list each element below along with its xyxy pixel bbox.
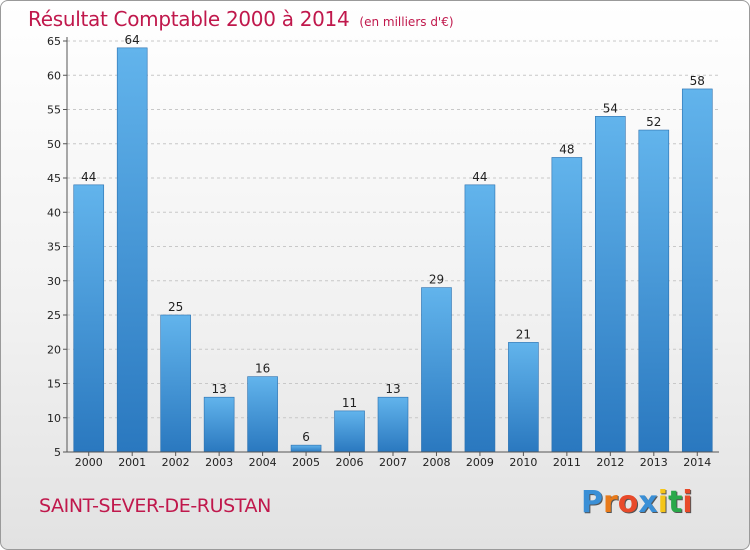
logo-letter: t [668, 485, 683, 520]
bar [551, 157, 583, 453]
town-name: SAINT-SEVER-DE-RUSTAN [39, 495, 271, 517]
y-tick-label: 60 [47, 69, 61, 82]
bar [290, 444, 322, 453]
bar [160, 314, 191, 453]
bar-value-label: 6 [302, 430, 310, 444]
label-layer: 44 64 25 13 16 6 11 13 29 44 21 48 54 52 58 [81, 33, 705, 444]
y-tick-label: 35 [47, 241, 61, 254]
x-tick-label: 2013 [640, 456, 668, 469]
bar-value-label: 54 [603, 101, 618, 115]
axis-layer: 5 10 15 20 25 30 35 40 45 50 55 60 65 2000 2001 2002 200… [47, 35, 719, 469]
chart-title: Résultat Comptable 2000 à 2014 (en millie… [28, 7, 454, 31]
chart-title-text: Résultat Comptable 2000 à 2014 [28, 7, 350, 31]
x-tick-label: 2008 [422, 456, 450, 469]
y-tick-label: 50 [47, 138, 61, 151]
y-tick-label: 20 [47, 343, 61, 356]
bar-value-label: 21 [516, 327, 531, 341]
bar-value-label: 64 [125, 33, 140, 47]
x-tick-label: 2000 [75, 456, 103, 469]
y-tick-label: 30 [47, 275, 61, 288]
bar [595, 116, 626, 453]
x-tick-label: 2002 [162, 456, 190, 469]
proxiti-logo: Proxiti [581, 485, 693, 520]
bar-layer [73, 47, 713, 453]
y-tick-label: 15 [47, 378, 61, 391]
bar [73, 184, 105, 453]
bar [203, 396, 235, 453]
logo-letter: o [617, 485, 639, 520]
bar [508, 342, 539, 453]
logo-letter: r [603, 485, 618, 520]
bar [681, 88, 713, 453]
x-tick-label: 2011 [553, 456, 581, 469]
bar-value-label: 13 [211, 382, 226, 396]
logo-letter: P [581, 485, 603, 520]
y-tick-label: 45 [47, 172, 61, 185]
x-tick-label: 2006 [336, 456, 364, 469]
logo-letter: x [638, 485, 658, 520]
y-tick-label: 55 [47, 104, 61, 117]
x-tick-label: 2009 [466, 456, 494, 469]
bar [377, 396, 409, 453]
bar-value-label: 11 [342, 396, 357, 410]
bar-value-label: 13 [385, 382, 400, 396]
x-tick-label: 2007 [379, 456, 407, 469]
bar [334, 410, 365, 453]
x-tick-label: 2005 [292, 456, 320, 469]
bar [421, 287, 452, 453]
bar-value-label: 29 [429, 273, 444, 287]
y-tick-label: 25 [47, 309, 61, 322]
bar-value-label: 25 [168, 300, 183, 314]
logo-letter: i [682, 485, 693, 520]
x-tick-label: 2012 [596, 456, 624, 469]
bar-value-label: 44 [81, 170, 96, 184]
bar-value-label: 48 [559, 142, 574, 156]
bar-value-label: 44 [472, 170, 487, 184]
bar-value-label: 52 [646, 115, 661, 129]
bar [464, 184, 496, 453]
y-tick-label: 65 [47, 35, 61, 48]
logo-letter: i [657, 485, 669, 520]
x-tick-label: 2010 [509, 456, 537, 469]
bar-value-label: 16 [255, 362, 270, 376]
x-tick-label: 2014 [683, 456, 711, 469]
x-tick-label: 2004 [249, 456, 277, 469]
bar [247, 376, 278, 453]
bar [116, 47, 148, 453]
chart-subtitle: (en milliers d'€) [359, 15, 454, 29]
x-tick-label: 2003 [205, 456, 233, 469]
y-tick-label: 40 [47, 206, 61, 219]
bar [638, 129, 670, 453]
y-tick-label: 10 [47, 412, 61, 425]
x-tick-label: 2001 [118, 456, 146, 469]
bar-value-label: 58 [690, 74, 705, 88]
y-tick-label: 5 [54, 446, 61, 459]
